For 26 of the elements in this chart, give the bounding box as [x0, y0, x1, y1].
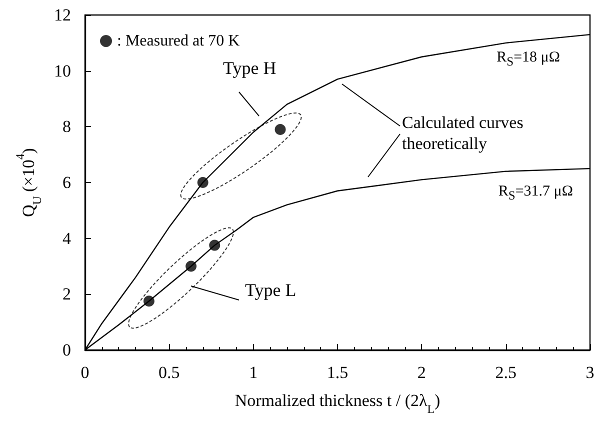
point	[186, 260, 197, 272]
annotation: Type H	[223, 58, 276, 78]
y-tick-label: 10	[54, 61, 71, 80]
y-axis-title: QU (×104)	[13, 148, 44, 217]
series-label: R$_{S}$=31.7 μΩ	[498, 182, 573, 202]
y-tick-label: 6	[62, 173, 71, 192]
x-tick-label: 0.5	[158, 363, 180, 382]
y-tick-label: 8	[62, 117, 71, 136]
x-tick-label: 1	[249, 363, 258, 382]
y-tick-label: 4	[62, 228, 72, 248]
x-tick-label: 1.5	[326, 363, 348, 382]
series-label: R$_{S}$=18 μΩ	[496, 48, 560, 68]
legend-label: : Measured at 70 K	[117, 32, 240, 50]
point	[209, 240, 220, 251]
x-tick-label: 0	[80, 363, 90, 382]
annotation: Calculated curves theoretically	[402, 113, 528, 153]
point	[197, 177, 208, 188]
x-tick-label: 2.5	[495, 363, 516, 382]
y-tick-label: 2	[62, 284, 71, 304]
point	[143, 296, 154, 307]
y-tick-label: 0	[62, 340, 71, 360]
point	[274, 124, 286, 135]
annotation: Type L	[245, 280, 296, 300]
x-tick-label: 2	[417, 363, 426, 382]
x-tick-label: 3	[586, 363, 594, 382]
y-tick-label: 12	[54, 6, 71, 24]
